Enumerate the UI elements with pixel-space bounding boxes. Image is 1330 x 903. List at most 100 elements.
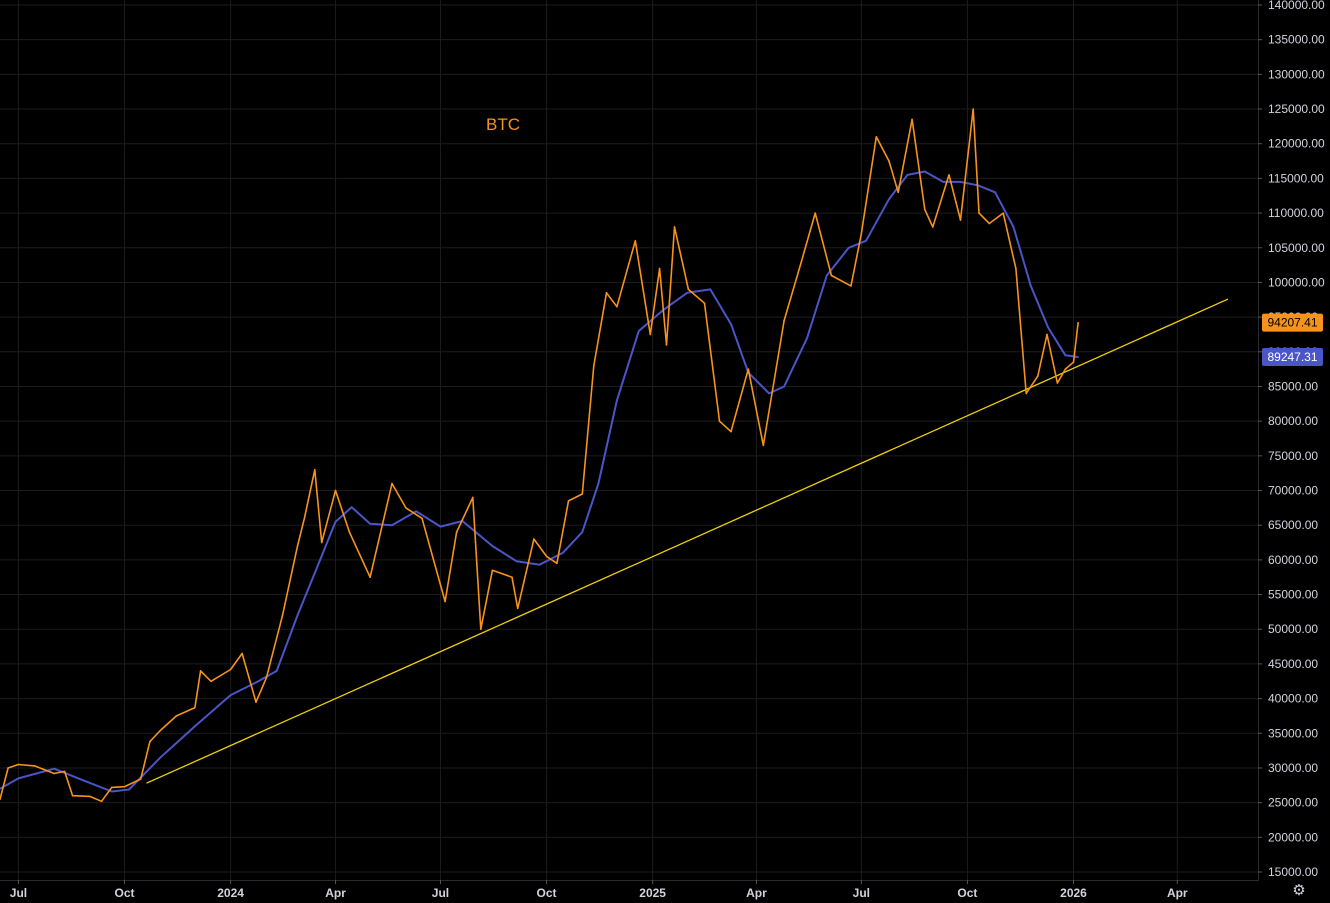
badge-background [1262,313,1323,332]
ma-point [334,520,337,523]
trendline[interactable] [146,298,1229,784]
price-point [972,108,974,110]
price-point [556,562,558,565]
price-labels: 94207.41 89247.31 [1262,313,1323,367]
price-series-line [0,108,1079,803]
y-tick-label: 85000.00 [1268,379,1318,393]
price-point [123,785,126,788]
price-point [89,795,91,798]
y-tick-label: 30000.00 [1268,761,1318,775]
ma-point [1030,285,1032,287]
ma-point [1047,326,1049,329]
ma-point [229,694,232,696]
price-point [265,676,268,679]
price-point [139,778,142,780]
price-point [783,319,785,322]
price-point [959,219,962,221]
badge-value: 89247.31 [1267,350,1317,364]
price-point [593,364,595,367]
ma-point [128,788,130,791]
x-tick-label: 2025 [639,886,666,900]
price-point [923,208,926,211]
price-point [860,233,863,235]
y-tick-label: 25000.00 [1268,796,1318,810]
time-axis[interactable]: Jul Oct 2024 Apr Jul Oct 2025 Apr Jul Oct 2026 Apr [10,880,1188,900]
price-point [988,222,991,225]
price-point [658,267,661,270]
price-point [605,292,608,294]
y-tick-label: 65000.00 [1268,518,1318,532]
price-point [814,212,817,214]
price-point [703,302,706,305]
ma-point [616,399,618,402]
ma-point [1012,226,1015,228]
ma-point [538,563,541,566]
price-point [241,652,243,655]
price-point [762,444,765,447]
price-point [194,706,196,709]
y-tick-label: 50000.00 [1268,622,1318,636]
ma-point [806,337,808,339]
y-tick-label: 40000.00 [1268,692,1318,706]
last-price-badge: 94207.41 [1262,313,1323,332]
price-point [516,607,519,610]
price-axis[interactable]: 140000.00 135000.00 130000.00 125000.00 1200… [1258,0,1325,879]
ma-point [491,545,494,547]
ma-point [638,330,640,332]
price-point [545,555,548,558]
y-tick-label: 20000.00 [1268,830,1318,844]
gear-icon[interactable]: ⚙ [1292,882,1306,899]
ma-point [194,725,196,728]
ma-point [159,756,162,759]
x-tick-label: Jul [10,886,27,900]
price-point [348,531,351,533]
price-point [1072,361,1075,364]
price-point [334,489,337,492]
ma-value-badge: 89247.31 [1262,348,1323,367]
price-point [649,333,652,336]
ma-point [439,525,442,528]
price-point [567,500,570,502]
ma-point [53,767,55,770]
x-tick-label: 2024 [217,886,244,900]
chart-title: BTC [486,115,520,134]
y-tick-label: 120000.00 [1268,137,1325,151]
price-point [391,482,393,485]
ma-point [0,787,1,790]
y-tick-label: 35000.00 [1268,726,1318,740]
price-point [480,628,482,631]
ma-point [1064,354,1067,357]
ma-point [923,170,926,173]
x-tick-label: Jul [853,886,870,900]
x-tick-label: Apr [746,886,767,900]
y-tick-label: 75000.00 [1268,449,1318,463]
ma-point [81,778,83,781]
ma-point [994,191,996,194]
price-point [210,680,212,683]
y-tick-label: 140000.00 [1268,0,1325,12]
price-point [255,701,257,703]
price-point [7,767,9,769]
price-point [149,740,151,743]
price-point [511,576,513,579]
price-point [0,798,1,800]
price-point [229,668,232,671]
price-point [771,389,774,391]
y-tick-label: 110000.00 [1268,206,1324,220]
price-point [313,468,316,471]
ma-point [315,569,317,572]
ma-point [906,174,909,176]
y-tick-label: 100000.00 [1268,275,1325,289]
y-tick-label: 70000.00 [1268,484,1318,498]
price-point [747,368,750,370]
price-point [718,420,721,422]
ma-point [350,506,353,508]
y-tick-label: 60000.00 [1268,553,1318,567]
price-point [1077,321,1079,324]
price-point [948,174,950,176]
x-tick-label: Apr [325,886,346,900]
ma-point [709,288,712,291]
badge-value: 94207.41 [1267,316,1317,330]
